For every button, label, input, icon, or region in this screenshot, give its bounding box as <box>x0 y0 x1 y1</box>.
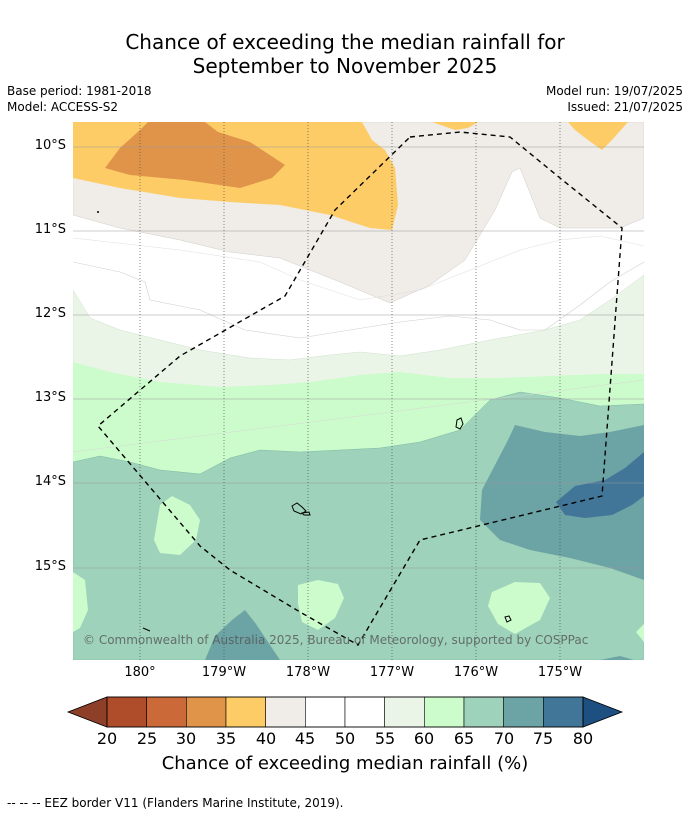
cb-tick: 80 <box>572 729 594 748</box>
cb-tick: 45 <box>294 729 316 748</box>
colorbar-label: Chance of exceeding median rainfall (%) <box>161 753 529 774</box>
lat-label-14s: 14°S <box>34 474 66 489</box>
colorbar-swatch <box>186 696 227 728</box>
cb-tick: 40 <box>255 729 277 748</box>
field-30-35 <box>105 122 285 188</box>
cb-tick: 30 <box>175 729 197 748</box>
issued-date: Issued: 21/07/2025 <box>567 100 683 114</box>
cb-tick: 55 <box>374 729 396 748</box>
cb-tick: 50 <box>334 729 356 748</box>
field-35-40-east <box>568 122 628 150</box>
base-period: Base period: 1981-2018 <box>7 84 152 98</box>
cb-tick: 65 <box>453 729 475 748</box>
meta-right: Model run: 19/07/2025 Issued: 21/07/2025 <box>546 83 683 115</box>
island-small-b <box>504 615 512 623</box>
field-75-80 <box>556 452 644 518</box>
eez-border <box>97 131 623 646</box>
island-nukulaelae <box>291 502 307 515</box>
cb-tick: 70 <box>493 729 515 748</box>
colorbar-rects <box>106 696 584 728</box>
map-fields <box>73 122 644 660</box>
field-70-75-se <box>600 656 634 660</box>
lat-label-13s: 13°S <box>34 390 66 405</box>
colorbar-swatch <box>463 696 504 728</box>
field-35-40-top <box>432 122 478 130</box>
field-60-65-pocket-a <box>73 572 88 632</box>
lon-label-178w: 178°W <box>285 665 331 680</box>
title-line-2: September to November 2025 <box>192 54 498 78</box>
cb-tick: 25 <box>136 729 158 748</box>
cb-tick: 35 <box>215 729 237 748</box>
colorbar-swatch <box>424 696 465 728</box>
colorbar-under-arrow <box>66 696 108 728</box>
colorbar-swatch <box>543 696 584 728</box>
cb-tick: 60 <box>413 729 435 748</box>
title-line-1: Chance of exceeding the median rainfall … <box>125 30 565 54</box>
colorbar-swatch <box>503 696 544 728</box>
meta-left: Base period: 1981-2018 Model: ACCESS-S2 <box>7 83 152 115</box>
lon-label-177w: 177°W <box>369 665 415 680</box>
island-small-c <box>142 627 151 632</box>
colorbar <box>66 696 624 728</box>
colorbar-over-arrow <box>582 696 624 728</box>
colorbar-swatch <box>305 696 346 728</box>
island-small-a <box>300 511 311 516</box>
cb-tick: 20 <box>96 729 118 748</box>
cb-tick: 75 <box>532 729 554 748</box>
contour-line <box>73 261 644 339</box>
field-60-65-pocket-b <box>154 496 200 555</box>
contour-line-2 <box>73 235 644 301</box>
lat-label-11s: 11°S <box>34 222 66 237</box>
lat-gridlines <box>73 146 644 569</box>
colorbar-swatch <box>106 696 147 728</box>
lat-label-10s: 10°S <box>34 138 66 153</box>
colorbar-swatch <box>384 696 425 728</box>
lon-label-175w: 175°W <box>537 665 583 680</box>
island-funafuti <box>455 417 464 430</box>
island-dot <box>97 211 99 213</box>
lon-label-180: 180° <box>124 665 156 680</box>
colorbar-swatch <box>225 696 266 728</box>
copyright-notice: © Commonwealth of Australia 2025, Bureau… <box>83 633 589 647</box>
lon-label-176w: 176°W <box>453 665 499 680</box>
model-name: Model: ACCESS-S2 <box>7 100 119 114</box>
field-60-65-pocket-d <box>488 582 550 634</box>
colorbar-swatch <box>265 696 306 728</box>
field-60-65-pocket-e <box>636 624 644 642</box>
eez-footnote: -- -- -- EEZ border V11 (Flanders Marine… <box>7 796 344 810</box>
field-60-65-pocket-c <box>298 580 344 630</box>
colorbar-swatch <box>344 696 385 728</box>
chart-title: Chance of exceeding the median rainfall … <box>0 30 690 78</box>
lat-label-15s: 15°S <box>34 559 66 574</box>
contour-line-3 <box>73 379 644 453</box>
colorbar-swatch <box>146 696 187 728</box>
lat-label-12s: 12°S <box>34 306 66 321</box>
lon-label-179w: 179°W <box>201 665 247 680</box>
colorbar-frame <box>106 696 584 728</box>
model-run: Model run: 19/07/2025 <box>545 84 683 98</box>
